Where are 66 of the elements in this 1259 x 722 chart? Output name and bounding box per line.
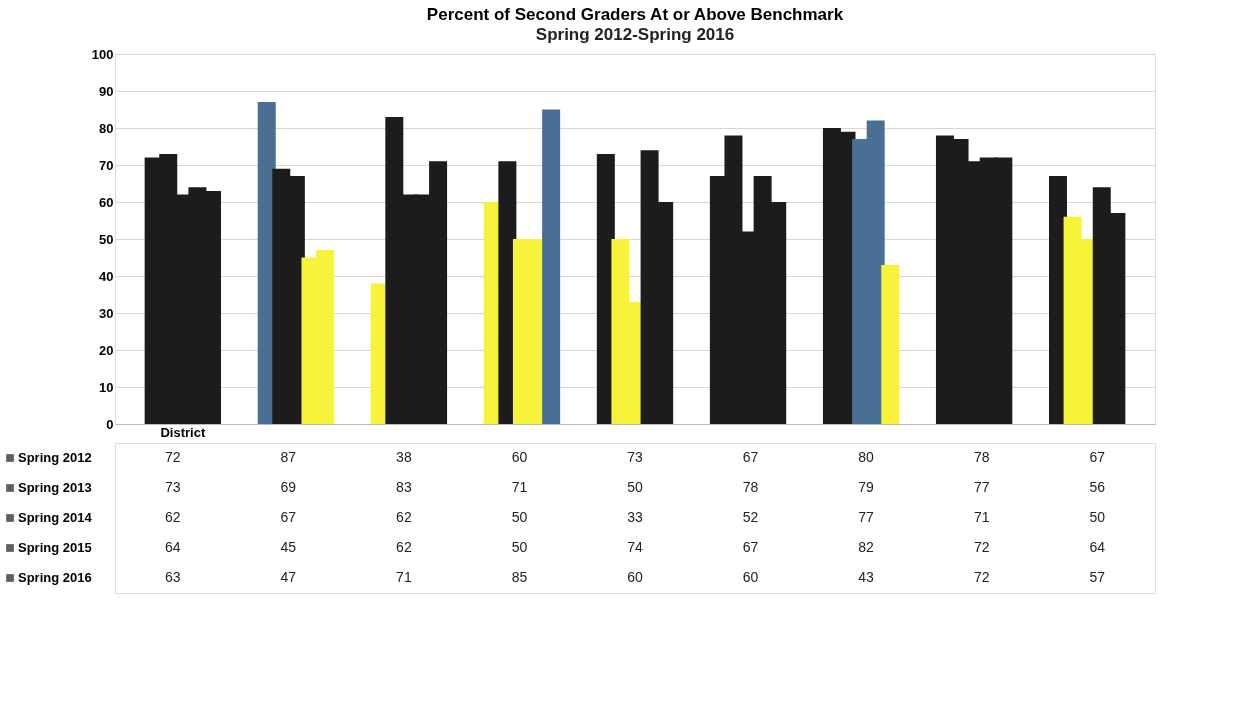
- data-label: 72: [973, 539, 990, 555]
- data-label: 50: [627, 479, 643, 495]
- data-label: 85: [511, 569, 528, 585]
- legend-label: Spring 2013: [18, 480, 92, 495]
- y-tick-label: 50: [99, 231, 114, 247]
- y-tick-label: 90: [99, 83, 114, 99]
- data-label: 33: [627, 509, 643, 525]
- y-tick-label: 20: [99, 342, 114, 358]
- data-label: 45: [280, 539, 297, 555]
- data-label: 62: [396, 509, 412, 525]
- data-label: 71: [511, 479, 528, 495]
- data-label: 72: [164, 449, 181, 465]
- data-label: 82: [858, 539, 875, 555]
- data-label: 50: [1089, 509, 1106, 525]
- legend-label: Spring 2014: [18, 510, 93, 525]
- data-label: 52: [742, 509, 759, 525]
- data-label: 71: [396, 569, 412, 585]
- data-label: 73: [627, 449, 643, 465]
- data-label: 77: [973, 479, 990, 495]
- y-tick-label: 100: [91, 46, 114, 62]
- data-label: 67: [742, 449, 759, 465]
- data-label: 60: [742, 569, 759, 585]
- data-label: 50: [511, 539, 528, 555]
- y-tick-label: 70: [99, 157, 114, 173]
- data-label: 87: [280, 449, 297, 465]
- data-label: 72: [973, 569, 990, 585]
- legend-label: Spring 2012: [18, 450, 92, 465]
- data-label: 38: [396, 449, 412, 465]
- y-tick-label: 80: [99, 120, 114, 136]
- data-label: 80: [858, 449, 875, 465]
- data-label: 57: [1089, 569, 1106, 585]
- data-label: 74: [627, 539, 643, 555]
- bar: [881, 264, 900, 424]
- data-label: 69: [280, 479, 297, 495]
- data-label: 63: [164, 569, 181, 585]
- data-label: 43: [858, 569, 875, 585]
- data-label: 78: [742, 479, 759, 495]
- data-label: 71: [973, 509, 990, 525]
- data-label: 73: [164, 479, 181, 495]
- data-label: 67: [742, 539, 759, 555]
- data-label: 67: [1089, 449, 1106, 465]
- y-tick-label: 0: [106, 416, 114, 432]
- data-label: 77: [858, 509, 875, 525]
- x-tick-label: District: [160, 424, 206, 440]
- data-label: 64: [1089, 539, 1106, 555]
- y-tick-label: 60: [99, 194, 114, 210]
- data-label: 78: [973, 449, 990, 465]
- data-label: 67: [280, 509, 297, 525]
- y-tick-label: 40: [99, 268, 114, 284]
- chart-subtitle: Spring 2012-Spring 2016: [535, 25, 735, 44]
- data-label: 50: [511, 509, 528, 525]
- y-tick-label: 30: [99, 305, 114, 321]
- data-label: 60: [627, 569, 643, 585]
- data-label: 60: [511, 449, 528, 465]
- y-tick-label: 10: [99, 379, 114, 395]
- data-label: 62: [164, 509, 181, 525]
- legend-label: Spring 2016: [18, 570, 92, 585]
- bar: [542, 109, 561, 424]
- data-label: 83: [396, 479, 412, 495]
- data-label: 79: [858, 479, 875, 495]
- data-label: 47: [280, 569, 297, 585]
- data-label: 56: [1089, 479, 1106, 495]
- data-label: 62: [396, 539, 412, 555]
- data-label: 64: [164, 539, 181, 555]
- chart-title: Percent of Second Graders At or Above Benchmark: [426, 5, 844, 24]
- legend-label: Spring 2015: [18, 540, 92, 555]
